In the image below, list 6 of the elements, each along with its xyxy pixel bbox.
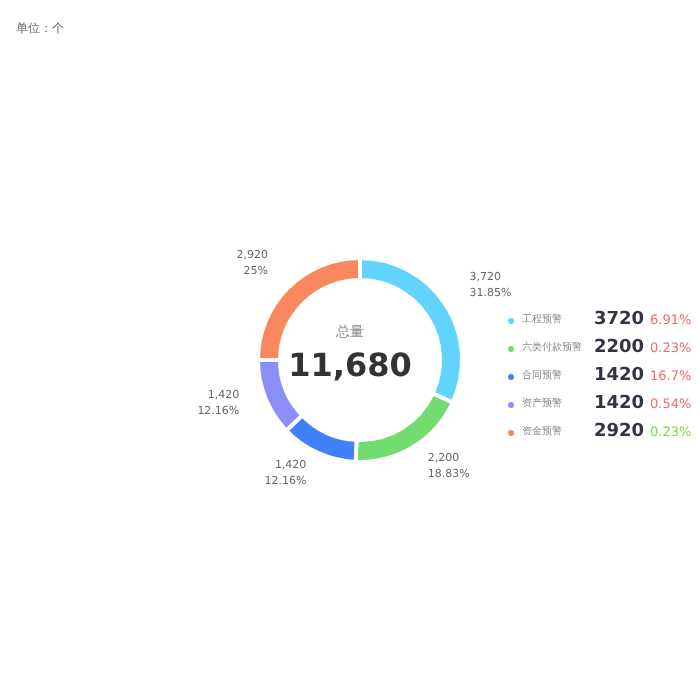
text: 2200 bbox=[594, 336, 647, 362]
text: 11,680 bbox=[288, 346, 412, 384]
text: 1420 bbox=[594, 392, 647, 418]
text: 2920 bbox=[594, 420, 647, 446]
text: 3720 bbox=[594, 308, 647, 334]
text: 1420 bbox=[594, 364, 647, 390]
